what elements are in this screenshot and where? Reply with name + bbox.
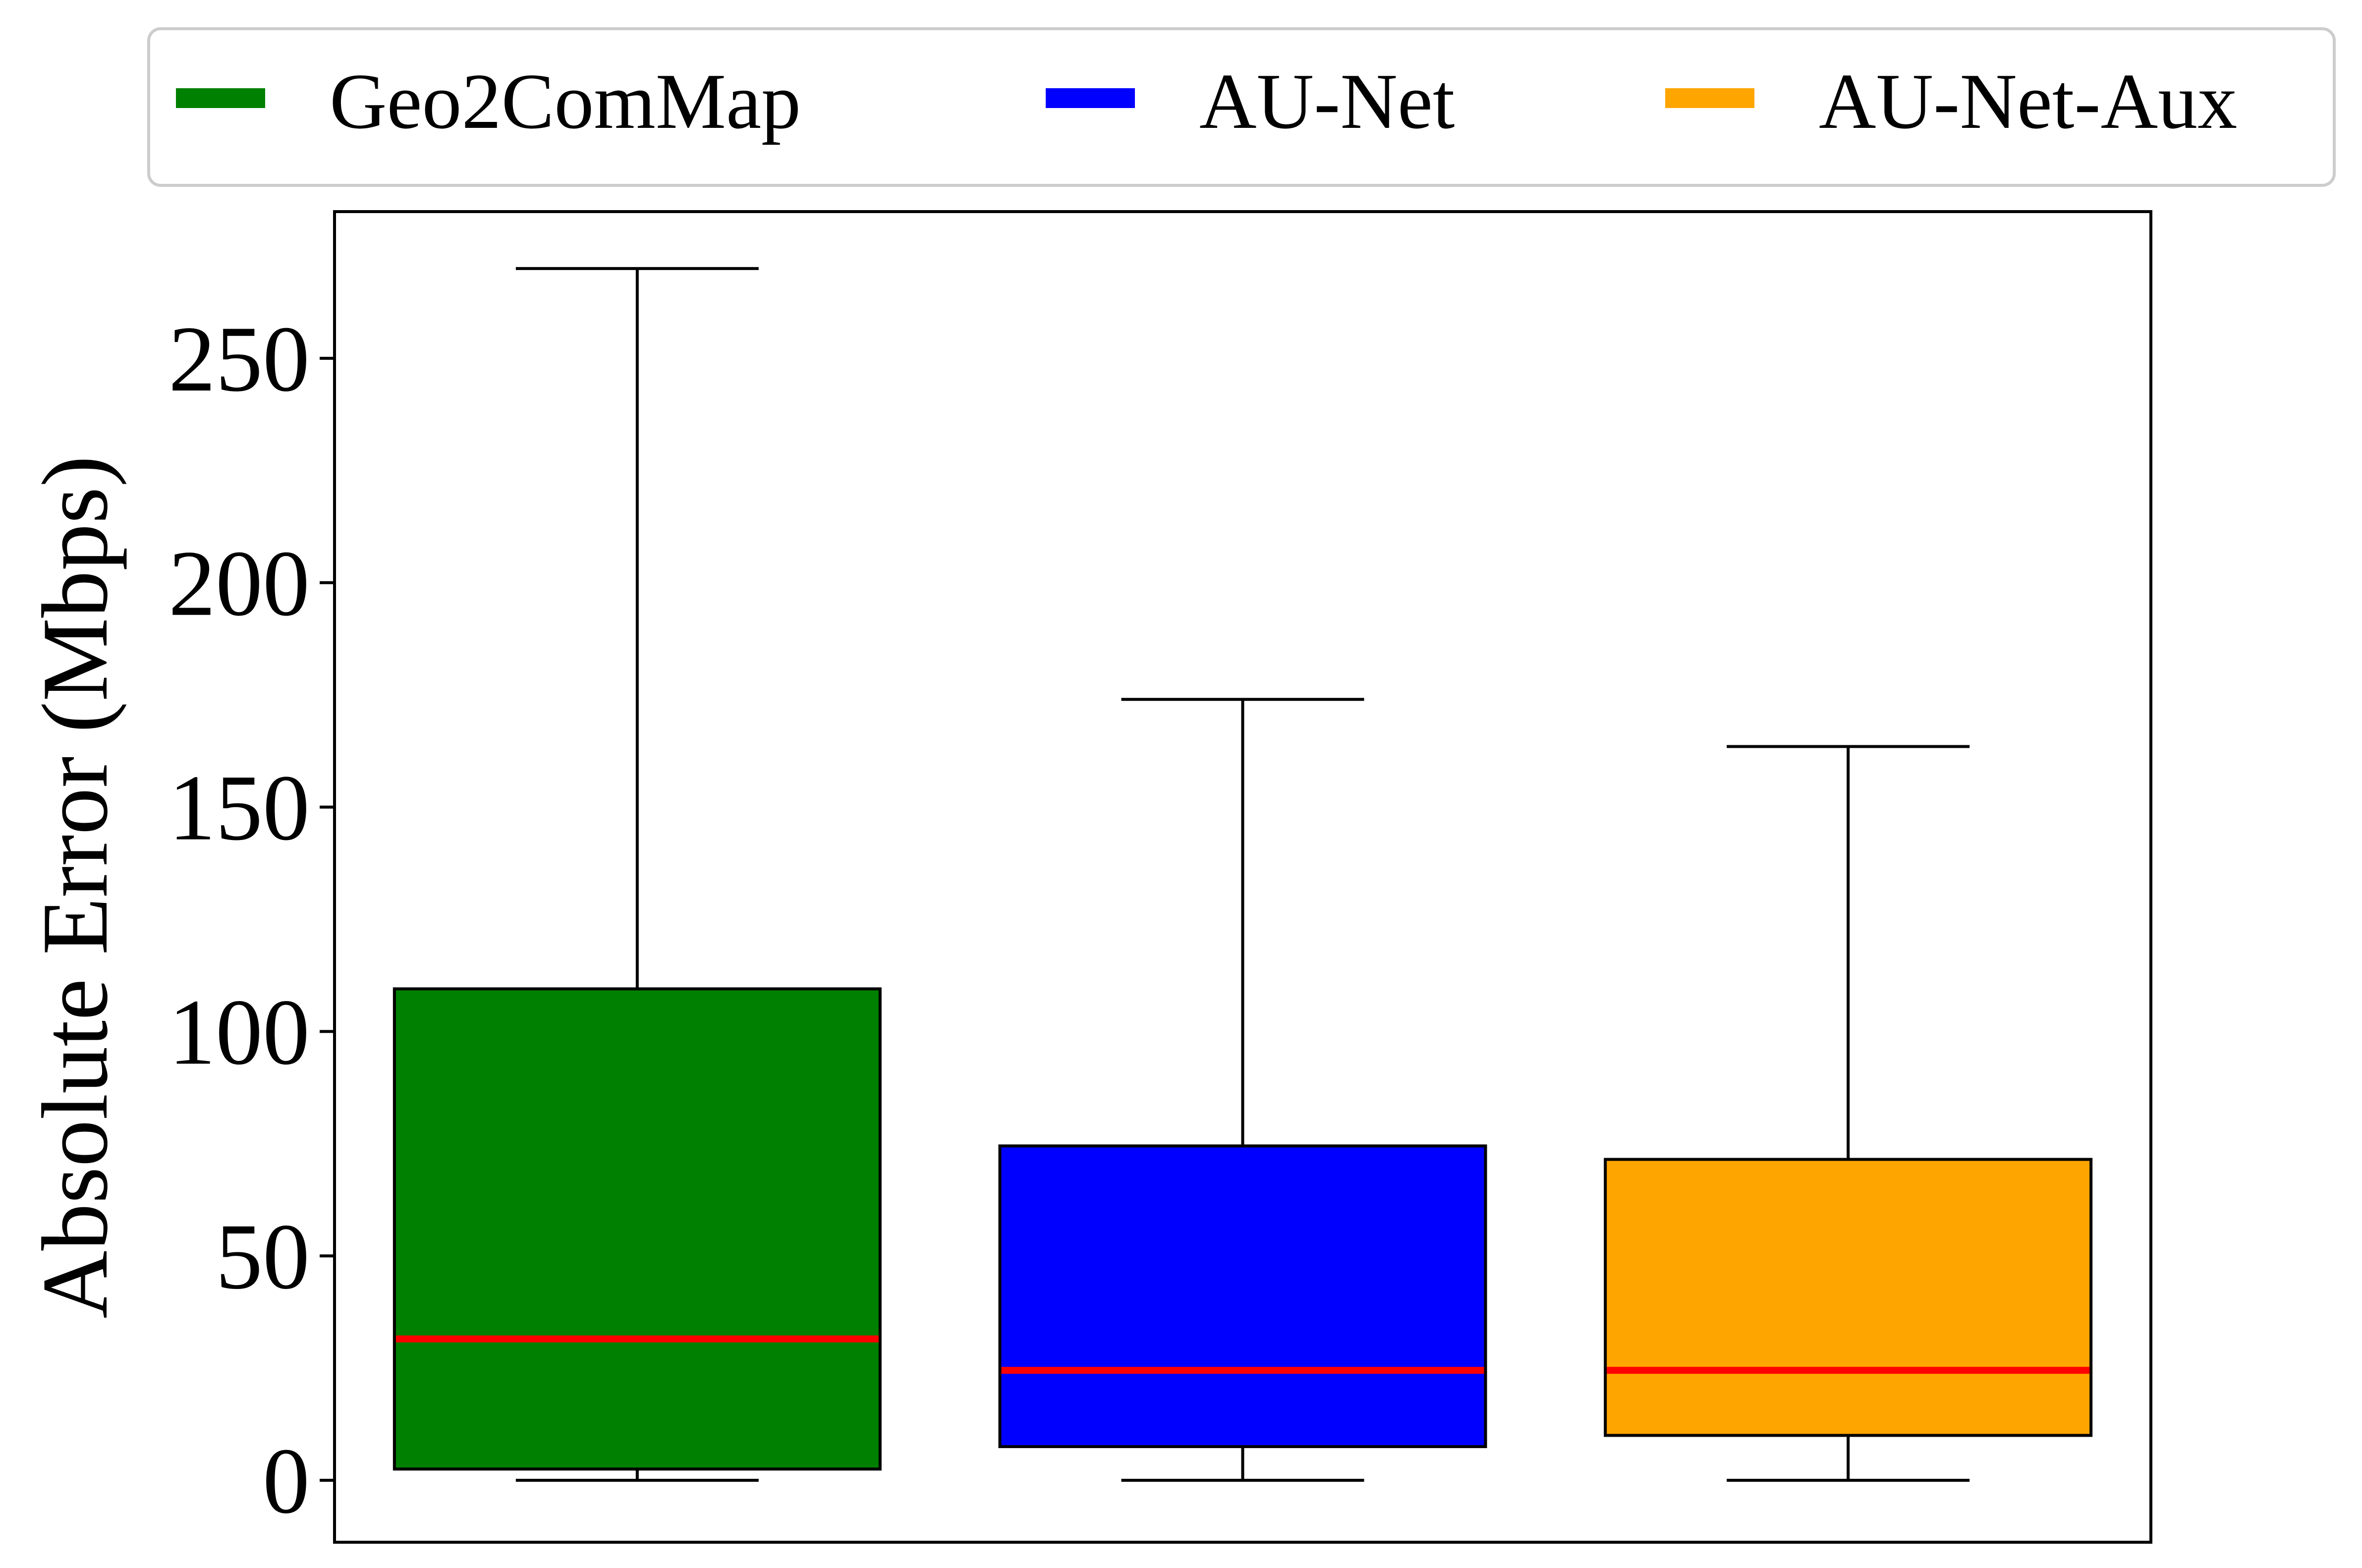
box-au-net-aux bbox=[1604, 745, 2093, 1482]
box-iqr bbox=[998, 1144, 1487, 1449]
y-axis-label: Absolute Error (Mbps) bbox=[23, 455, 127, 1318]
box-iqr bbox=[393, 987, 882, 1471]
legend-label-au-net-aux: AU-Net-Aux bbox=[1819, 57, 2237, 145]
legend-label-au-net: AU-Net bbox=[1199, 57, 1455, 145]
box-geo2commap bbox=[393, 267, 882, 1482]
y-axis-ticks: 0 50 100 150 200 250 bbox=[169, 307, 335, 1533]
legend: Geo2ComMap AU-Net AU-Net-Aux bbox=[147, 27, 2336, 187]
y-tick-label: 50 bbox=[216, 1205, 310, 1309]
box-series bbox=[393, 267, 2093, 1482]
y-tick-label: 200 bbox=[169, 532, 310, 636]
legend-label-geo2commap: Geo2ComMap bbox=[330, 57, 801, 145]
box-iqr bbox=[1604, 1158, 2093, 1437]
box-au-net bbox=[998, 698, 1487, 1482]
y-tick-label: 250 bbox=[169, 307, 310, 411]
y-tick-label: 0 bbox=[263, 1429, 310, 1533]
legend-frame bbox=[147, 27, 2336, 187]
plot-frame bbox=[333, 210, 2152, 1544]
y-tick-label: 150 bbox=[169, 756, 310, 860]
y-tick-label: 100 bbox=[169, 980, 310, 1084]
